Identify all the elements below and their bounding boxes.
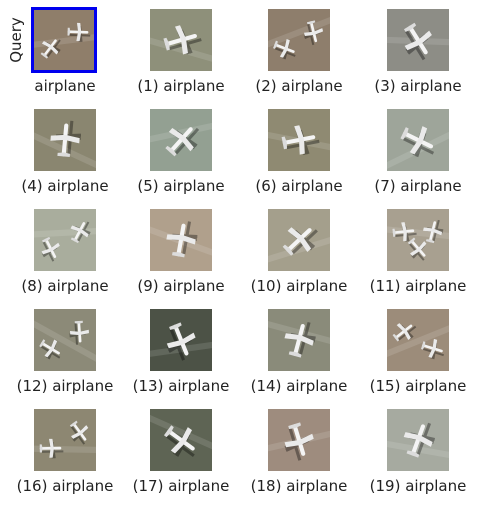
- result-cell: (4) airplane: [17, 109, 113, 205]
- result-image: [268, 409, 330, 471]
- result-caption: (12) airplane: [16, 377, 114, 395]
- airplane-photo: [150, 209, 212, 271]
- result-image: [150, 409, 212, 471]
- result-caption: (3) airplane: [374, 77, 462, 95]
- result-cell: (19) airplane: [370, 409, 466, 505]
- result-cell: (12) airplane: [17, 309, 113, 405]
- airplane-photo: [387, 9, 449, 71]
- query-cell: airplane: [17, 7, 113, 105]
- result-caption: (18) airplane: [250, 477, 348, 495]
- result-caption: (14) airplane: [250, 377, 348, 395]
- result-cell: (1) airplane: [133, 9, 229, 105]
- result-image: [150, 209, 212, 271]
- airplane-photo: [34, 109, 96, 171]
- result-cell: (7) airplane: [370, 109, 466, 205]
- query-caption: airplane: [34, 77, 96, 95]
- result-image: [387, 109, 449, 171]
- airplane-photo: [387, 309, 449, 371]
- result-caption: (11) airplane: [369, 277, 467, 295]
- result-cell: (14) airplane: [251, 309, 347, 405]
- result-image: [387, 409, 449, 471]
- result-caption: (17) airplane: [132, 477, 230, 495]
- airplane-photo: [34, 409, 96, 471]
- result-caption: (6) airplane: [255, 177, 343, 195]
- result-image: [387, 9, 449, 71]
- airplane-photo: [268, 209, 330, 271]
- result-image: [150, 109, 212, 171]
- result-cell: (5) airplane: [133, 109, 229, 205]
- result-image: [387, 309, 449, 371]
- result-caption: (5) airplane: [137, 177, 225, 195]
- result-image: [150, 9, 212, 71]
- airplane-photo: [34, 309, 96, 371]
- result-cell: (17) airplane: [133, 409, 229, 505]
- result-cell: (9) airplane: [133, 209, 229, 305]
- result-image: [34, 409, 96, 471]
- result-image: [268, 9, 330, 71]
- result-caption: (19) airplane: [369, 477, 467, 495]
- airplane-photo: [268, 309, 330, 371]
- result-caption: (16) airplane: [16, 477, 114, 495]
- result-image: [268, 309, 330, 371]
- airplane-photo: [150, 309, 212, 371]
- result-image: [34, 209, 96, 271]
- result-caption: (1) airplane: [137, 77, 225, 95]
- result-caption: (4) airplane: [21, 177, 109, 195]
- result-caption: (13) airplane: [132, 377, 230, 395]
- result-cell: (8) airplane: [17, 209, 113, 305]
- airplane-photo: [34, 209, 96, 271]
- airplane-photo: [150, 109, 212, 171]
- result-cell: (6) airplane: [251, 109, 347, 205]
- airplane-photo: [150, 409, 212, 471]
- result-caption: (8) airplane: [21, 277, 109, 295]
- result-caption: (2) airplane: [255, 77, 343, 95]
- result-cell: (10) airplane: [251, 209, 347, 305]
- airplane-photo: [387, 409, 449, 471]
- airplane-photo: [268, 409, 330, 471]
- result-caption: (10) airplane: [250, 277, 348, 295]
- airplane-photo: [268, 109, 330, 171]
- result-image: [268, 209, 330, 271]
- result-image: [34, 109, 96, 171]
- query-image: [31, 7, 97, 73]
- result-cell: (13) airplane: [133, 309, 229, 405]
- result-cell: (11) airplane: [370, 209, 466, 305]
- result-image: [150, 309, 212, 371]
- airplane-photo: [150, 9, 212, 71]
- result-image: [268, 109, 330, 171]
- result-image: [34, 309, 96, 371]
- airplane-photo: [268, 9, 330, 71]
- result-caption: (7) airplane: [374, 177, 462, 195]
- result-cell: (18) airplane: [251, 409, 347, 505]
- result-cell: (16) airplane: [17, 409, 113, 505]
- result-caption: (15) airplane: [369, 377, 467, 395]
- result-caption: (9) airplane: [137, 277, 225, 295]
- result-image: [387, 209, 449, 271]
- airplane-photo: [387, 209, 449, 271]
- result-cell: (3) airplane: [370, 9, 466, 105]
- airplane-photo: [387, 109, 449, 171]
- airplane-photo: [34, 10, 94, 70]
- result-cell: (15) airplane: [370, 309, 466, 405]
- result-cell: (2) airplane: [251, 9, 347, 105]
